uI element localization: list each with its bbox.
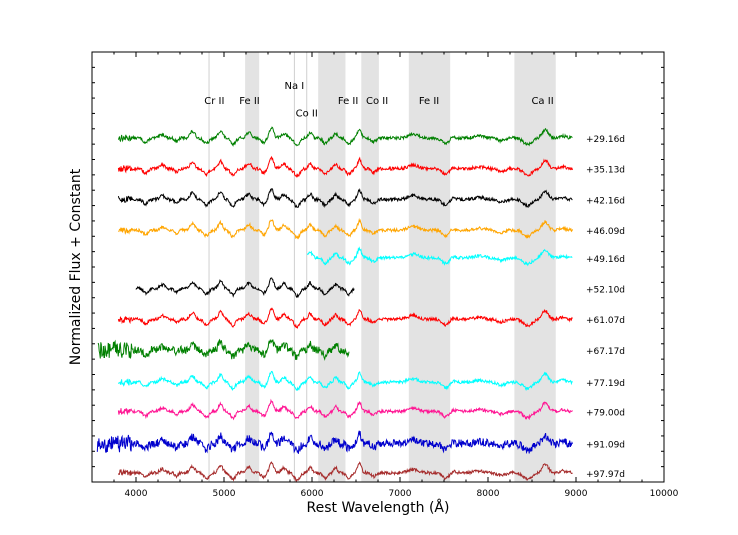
shaded-band-3	[408, 52, 451, 482]
epoch-label: +61.07d	[586, 316, 625, 326]
spectrum-+29.16d	[117, 126, 573, 147]
spectrum-+91.09d	[96, 430, 573, 455]
annotation-label: Ca II	[531, 96, 553, 107]
x-tick-label: 5000	[213, 489, 236, 499]
annotation-label: Fe II	[338, 96, 358, 107]
epoch-label: +79.00d	[586, 408, 625, 418]
shaded-band-2	[361, 52, 379, 482]
spectrum-+52.10d	[135, 277, 355, 299]
x-tick-label: 6000	[301, 489, 324, 499]
spectrum-+67.17d	[97, 338, 350, 361]
epoch-label: +97.97d	[586, 470, 625, 480]
ion-annotations: Cr II Fe II Na I Co II Fe II Co II Fe II Ca II	[204, 81, 553, 120]
epoch-label: +46.09d	[586, 227, 625, 237]
x-tick-label: 10000	[650, 489, 679, 499]
spectrum-+97.97d	[117, 461, 573, 483]
spectrum-+35.13d	[117, 155, 573, 178]
annotation-label: Cr II	[204, 96, 224, 107]
shaded-band-4	[514, 52, 556, 482]
annotation-label: Na I	[285, 81, 305, 92]
spectrum-+77.19d	[117, 370, 573, 392]
spectrum-+61.07d	[117, 307, 573, 330]
x-tick-label: 7000	[389, 489, 412, 499]
shaded-band-1	[318, 52, 346, 482]
spectrum-+49.16d	[307, 246, 573, 267]
y-axis-ticks	[92, 51, 664, 483]
annotation-label: Fe II	[239, 96, 259, 107]
spectra-series	[96, 126, 573, 483]
shaded-band-0	[245, 52, 260, 482]
epoch-labels: +29.16d +35.13d +42.16d +46.09d +49.16d +52.1…	[586, 135, 625, 480]
spectrum-+79.00d	[117, 398, 573, 421]
epoch-label: +29.16d	[586, 135, 625, 145]
spectrum-+42.16d	[117, 187, 573, 209]
epoch-label: +42.16d	[586, 196, 625, 206]
x-tick-label: 4000	[125, 489, 148, 499]
annotation-label: Co II	[366, 96, 388, 107]
x-tick-label: 8000	[477, 489, 500, 499]
x-axis-ticks: 4000 5000 6000 7000 8000 9000 10000	[91, 52, 679, 499]
epoch-label: +52.10d	[586, 286, 625, 296]
shaded-bands	[245, 52, 556, 482]
annotation-label: Fe II	[419, 96, 439, 107]
line-markers	[208, 52, 308, 482]
spectrum-+46.09d	[118, 217, 573, 240]
y-axis-label: Normalized Flux + Constant	[68, 168, 84, 365]
x-axis-label: Rest Wavelength (Å)	[307, 499, 450, 516]
epoch-label: +35.13d	[586, 166, 625, 176]
epoch-label: +91.09d	[586, 441, 625, 451]
epoch-label: +77.19d	[586, 379, 625, 389]
epoch-label: +67.17d	[586, 347, 625, 357]
epoch-label: +49.16d	[586, 255, 625, 265]
annotation-label: Co II	[296, 109, 318, 120]
x-tick-label: 9000	[565, 489, 588, 499]
